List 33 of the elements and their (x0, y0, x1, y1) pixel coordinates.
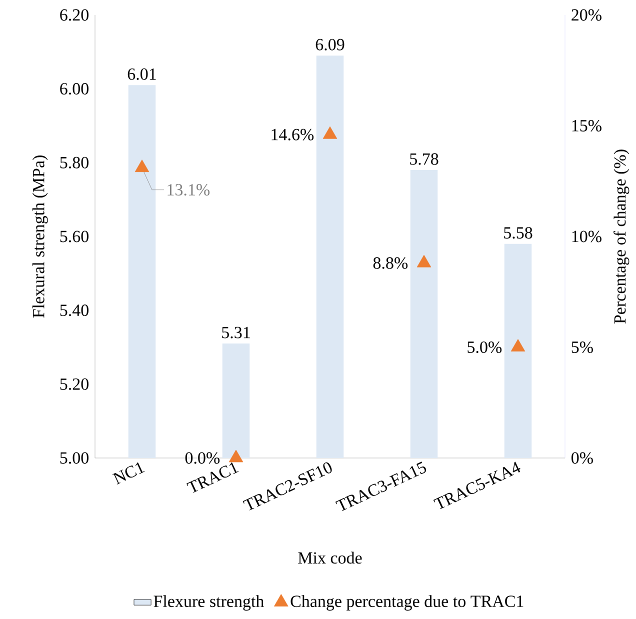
data-label: 5.31 (222, 326, 250, 338)
y2-tick-label: 15% (572, 120, 602, 132)
y2-tick-label: 0% (572, 452, 593, 464)
point (322, 126, 338, 139)
y2-axis-title: Percentage of change (%) (614, 150, 630, 324)
y2-tick-label: 5% (572, 341, 593, 354)
data-label: 8.8% (373, 257, 408, 269)
x-tick-label: NC1 (112, 462, 145, 484)
data-label: 5.0% (468, 341, 502, 354)
data-label: 13.1% (168, 184, 210, 196)
legend-label: Change percentage due to TRAC1 (290, 595, 524, 611)
y-tick-label: 6.20 (60, 9, 88, 21)
y-tick-label: 6.00 (60, 83, 88, 95)
y-tick-label: 5.80 (60, 156, 88, 168)
y-tick-label: 5.60 (60, 230, 88, 242)
point (228, 450, 244, 462)
data-label: 14.6% (272, 128, 314, 140)
y-axis-title: Flexural strength (MPa) (32, 156, 48, 318)
y-tick-label: 5.00 (60, 452, 88, 464)
data-label: 0.0% (185, 452, 220, 464)
point (134, 160, 150, 172)
y2-tick-label: 20% (572, 9, 602, 21)
legend-label: Flexure strength (154, 595, 264, 611)
data-label: 6.01 (128, 68, 156, 80)
y-tick-label: 5.40 (60, 304, 88, 316)
x-axis-title: Mix code (298, 552, 362, 564)
point (510, 339, 526, 352)
point (416, 254, 432, 268)
y-tick-label: 5.20 (60, 378, 88, 390)
y2-tick-label: 10% (572, 230, 602, 242)
data-label: 5.58 (504, 227, 532, 239)
data-label: 6.09 (316, 38, 344, 50)
data-label: 5.78 (410, 153, 438, 165)
